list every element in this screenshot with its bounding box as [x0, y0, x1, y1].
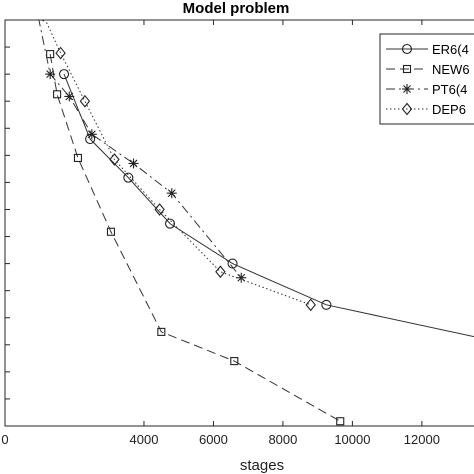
x-tick-label: 10000 [334, 432, 370, 447]
data-point-square [230, 357, 239, 366]
star-stroke [403, 85, 411, 93]
legend-label: DEP6 [432, 102, 466, 117]
series-line [63, 73, 474, 338]
data-point-circle [227, 258, 238, 269]
data-point-diamond [215, 265, 226, 279]
data-point-star [128, 158, 139, 169]
star-stroke [46, 70, 55, 79]
data-point-square [157, 327, 166, 336]
data-point-diamond [305, 298, 316, 312]
x-tick-label: 6000 [199, 432, 228, 447]
data-point-star [166, 188, 177, 199]
star-stroke [31, 0, 38, 2]
star-stroke [31, 0, 38, 2]
x-tick-label: 4000 [130, 432, 159, 447]
data-point-circle [59, 69, 70, 80]
series-2 [30, 0, 247, 283]
data-point-circle [321, 299, 332, 310]
data-point-circle [123, 172, 134, 183]
series-0 [59, 69, 474, 338]
x-tick-label: 8000 [268, 432, 297, 447]
data-point-diamond [41, 20, 45, 22]
legend-label: ER6(4 [432, 42, 469, 57]
star-stroke [65, 92, 74, 101]
chart-title: Model problem [183, 0, 290, 17]
data-point-circle [164, 218, 176, 229]
star-stroke [167, 189, 176, 198]
legend-label: NEW6 [432, 62, 470, 77]
data-point-square [53, 90, 62, 99]
data-point-square [106, 227, 116, 236]
series-3 [41, 20, 316, 312]
data-point-star [402, 84, 412, 94]
data-point-star [64, 91, 75, 102]
data-point-diamond [79, 94, 91, 108]
x-axis-label: stages [240, 457, 284, 474]
data-point-diamond [55, 46, 66, 60]
data-point-square [46, 50, 55, 59]
star-stroke [87, 130, 96, 139]
data-point-diamond [109, 153, 120, 166]
data-point-star [236, 272, 247, 283]
data-point-square [73, 153, 83, 163]
series-line [49, 54, 341, 422]
data-point-star [45, 69, 56, 80]
data-point-star [86, 129, 97, 140]
data-point-circle [401, 43, 413, 55]
x-tick-label: 12000 [404, 432, 440, 447]
data-point-square [336, 417, 345, 426]
data-point-diamond [401, 102, 413, 116]
star-stroke [237, 273, 246, 282]
data-point-square [402, 64, 412, 74]
plot-frame [4, 19, 474, 427]
series-line [44, 20, 311, 306]
series-1 [46, 50, 345, 426]
legend-label: PT6(4 [432, 82, 467, 97]
star-stroke [129, 159, 138, 168]
data-point-star [30, 0, 40, 4]
series-line [38, 20, 242, 279]
x-tick-label: 0 [1, 432, 8, 447]
data-point-diamond [154, 203, 165, 216]
